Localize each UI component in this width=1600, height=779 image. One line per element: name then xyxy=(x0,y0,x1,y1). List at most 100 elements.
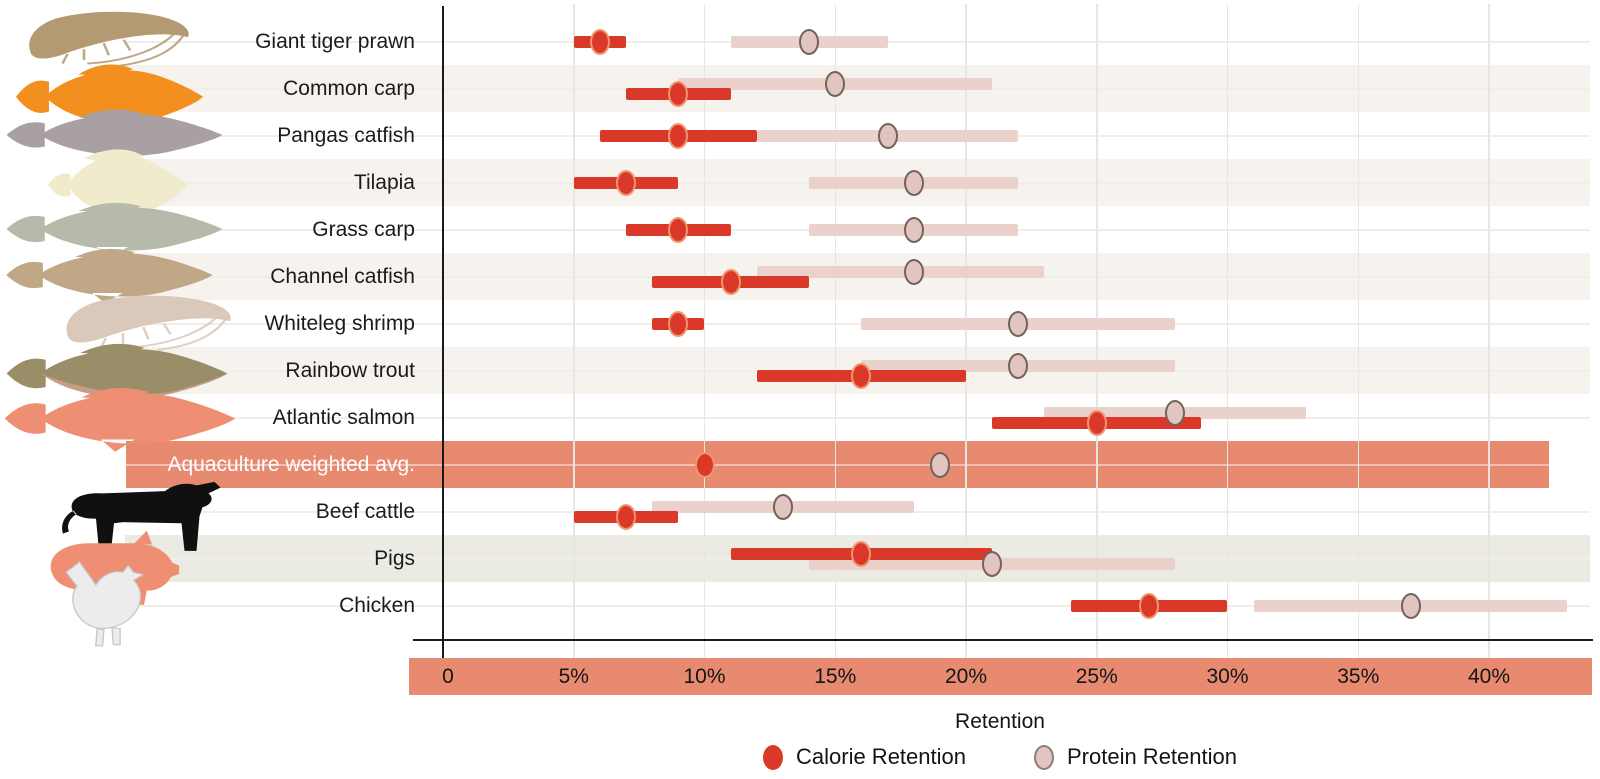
calorie-range-bar xyxy=(756,369,966,382)
row-gridline xyxy=(125,275,1590,278)
row-label: Rainbow trout xyxy=(285,359,415,382)
vertical-gridline xyxy=(1488,4,1490,658)
row-label: Channel catfish xyxy=(270,265,415,288)
protein-range-bar xyxy=(678,77,993,90)
x-axis-title: Retention xyxy=(955,710,1045,733)
protein-dot xyxy=(1008,352,1029,379)
aquaculture-highlight-band xyxy=(126,441,1549,488)
protein-dot xyxy=(982,550,1003,577)
protein-dot xyxy=(825,70,846,97)
calorie-dot xyxy=(668,80,689,107)
beef-cattle-icon xyxy=(62,481,221,551)
protein-retention-swatch-icon xyxy=(1033,744,1054,770)
row-gridline xyxy=(125,87,1590,90)
protein-dot xyxy=(877,122,898,149)
row-label: Grass carp xyxy=(312,218,415,241)
vertical-gridline xyxy=(573,4,575,658)
vertical-gridline xyxy=(1226,4,1229,658)
row-gridline xyxy=(125,557,1590,560)
row-label: Beef cattle xyxy=(315,500,415,523)
protein-range-bar xyxy=(861,359,1176,372)
row-label: Whiteleg shrimp xyxy=(264,312,415,335)
protein-range-bar xyxy=(756,265,1045,278)
x-tick-label: 20% xyxy=(944,665,988,688)
calorie-dot xyxy=(1086,409,1107,436)
row-gridline xyxy=(125,40,1590,43)
row-gridline xyxy=(125,510,1590,513)
row-gridline xyxy=(125,369,1590,372)
protein-dot xyxy=(772,493,793,520)
protein-dot xyxy=(1008,310,1029,337)
x-tick-label: 25% xyxy=(1075,665,1118,688)
protein-range-bar xyxy=(730,35,888,48)
calorie-range-bar xyxy=(626,223,731,236)
calorie-range-bar xyxy=(573,176,679,189)
calorie-range-bar xyxy=(1070,599,1228,612)
protein-range-bar xyxy=(1253,599,1568,612)
calorie-dot xyxy=(589,28,610,55)
calorie-dot xyxy=(668,122,689,149)
calorie-range-bar xyxy=(573,510,679,523)
vertical-gridline xyxy=(703,4,706,658)
pangas-catfish-icon xyxy=(6,109,223,163)
protein-range-bar xyxy=(809,176,1019,189)
row-label: Tilapia xyxy=(353,171,415,194)
protein-dot xyxy=(903,258,924,285)
x-tick-label: 30% xyxy=(1206,665,1249,688)
atlantic-salmon-icon xyxy=(4,388,236,452)
row-gridline xyxy=(125,322,1590,325)
row-label: Giant tiger prawn xyxy=(255,30,415,53)
animal-silhouettes xyxy=(4,11,236,647)
calorie-dot xyxy=(668,216,689,243)
calorie-range-bar xyxy=(652,275,810,288)
x-tick-label: 35% xyxy=(1337,665,1380,688)
calorie-dot xyxy=(1139,592,1160,619)
calorie-range-bar xyxy=(626,87,731,100)
calorie-range-bar xyxy=(730,547,993,560)
whiteleg-shrimp-icon xyxy=(66,295,231,351)
row-gridline xyxy=(125,416,1590,419)
calorie-dot xyxy=(720,268,741,295)
row-label: Aquaculture weighted avg. xyxy=(167,453,416,476)
protein-range-bar xyxy=(756,129,1019,142)
row-label: Pigs xyxy=(374,547,415,570)
calorie-range-bar xyxy=(599,129,757,142)
calorie-dot xyxy=(851,362,872,389)
x-tick-label: 0 xyxy=(442,665,454,688)
legend-label-protein: Protein Retention xyxy=(1066,744,1237,769)
calorie-dot xyxy=(694,451,715,478)
legend-label-calorie: Calorie Retention xyxy=(796,744,966,769)
y-axis-line xyxy=(441,6,444,664)
vertical-gridline xyxy=(834,4,836,658)
x-axis-line xyxy=(413,638,1593,641)
vertical-gridline xyxy=(965,4,967,658)
row-gridline xyxy=(125,228,1590,231)
tilapia-icon xyxy=(48,149,188,216)
calorie-range-bar xyxy=(652,317,705,330)
calorie-dot xyxy=(616,503,637,530)
row-label: Pangas catfish xyxy=(277,124,415,147)
row-gridline xyxy=(125,134,1590,137)
legend-item-calorie: Calorie Retention xyxy=(763,744,966,770)
row-gridline xyxy=(125,604,1590,607)
calorie-range-bar xyxy=(992,416,1202,429)
channel-catfish-icon xyxy=(6,248,213,304)
pigs-icon xyxy=(50,530,180,605)
row-label: Atlantic salmon xyxy=(272,406,415,429)
calorie-dot xyxy=(616,169,637,196)
x-tick-label: 10% xyxy=(683,665,726,688)
row-stripe xyxy=(125,347,1590,394)
protein-range-bar xyxy=(861,317,1176,330)
grass-carp-icon xyxy=(6,202,223,258)
protein-dot xyxy=(1165,399,1186,426)
calorie-dot xyxy=(668,310,689,337)
protein-dot xyxy=(799,28,820,55)
x-axis-band xyxy=(409,658,1592,695)
rainbow-trout-icon xyxy=(6,343,228,406)
protein-range-bar xyxy=(809,223,1019,236)
